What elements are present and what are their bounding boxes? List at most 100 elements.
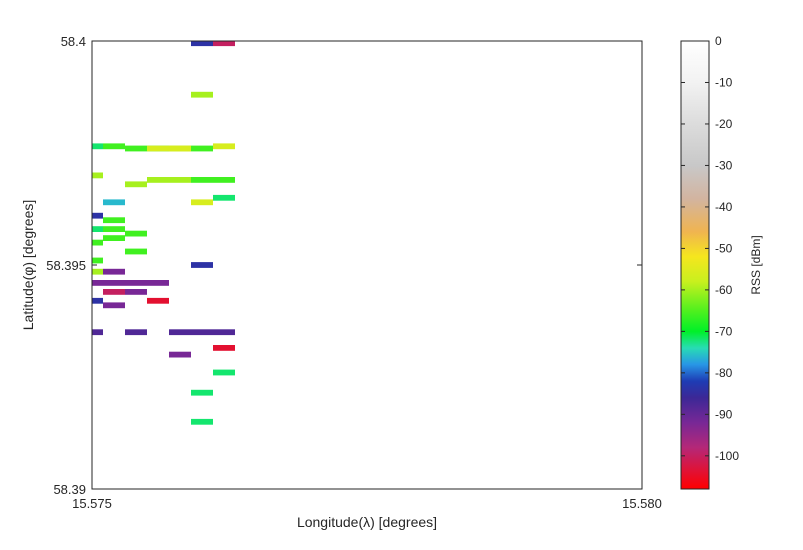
- colorbar-tick-label: -20: [715, 117, 733, 131]
- heatmap-cell: [213, 345, 235, 351]
- heatmap-cell: [92, 329, 103, 336]
- heatmap-cell: [147, 177, 169, 183]
- heatmap-cell: [103, 199, 125, 206]
- x-tick-label: 15.575: [72, 496, 112, 511]
- heatmap-cell: [169, 177, 191, 183]
- heatmap-cell: [213, 41, 235, 47]
- colorbar: 0 -10 -20 -30 -40 -50 -60 -70 -80 -90 -100 RSS [dB…: [680, 34, 763, 490]
- heatmap-cell: [191, 262, 213, 268]
- heatmap-cell: [191, 329, 213, 336]
- colorbar-tick-label: 0: [715, 34, 722, 48]
- colorbar-tick-label: -50: [715, 241, 733, 255]
- colorbar-tick-label: -80: [715, 366, 733, 380]
- heatmap-cell: [81, 513, 103, 519]
- heatmap-cell: [191, 199, 213, 206]
- heatmap-cell: [92, 172, 103, 179]
- heatmap-cell: [92, 297, 103, 304]
- heatmap-cell: [15, 181, 37, 187]
- heatmap-cell: [191, 91, 213, 98]
- heatmap-cell: [92, 212, 103, 219]
- heatmap-cell: [15, 477, 37, 483]
- heatmap-cell: [15, 146, 37, 152]
- heatmap-cell: [92, 257, 103, 264]
- y-axis: 58.39 58.395 58.4: [46, 34, 642, 497]
- x-axis-title: Longitude(λ) [degrees]: [297, 514, 437, 530]
- heatmap-cell: [103, 217, 125, 224]
- heatmap-cell: [0, 132, 15, 138]
- x-tick-label: 15.580: [622, 496, 662, 511]
- heatmap-cell: [213, 329, 235, 336]
- colorbar-tick-label: -70: [715, 324, 733, 338]
- heatmap-cell: [125, 145, 147, 152]
- heatmap-cell: [92, 280, 103, 286]
- heatmap-cell: [191, 41, 213, 47]
- heatmap-cell: [0, 146, 15, 152]
- heatmap-cell: [15, 143, 37, 149]
- heatmap-cell: [147, 145, 169, 152]
- heatmap-cell: [191, 177, 213, 183]
- heatmap-cell: [169, 145, 191, 152]
- heatmap-cell: [213, 143, 235, 150]
- heatmap-cell: [103, 302, 125, 309]
- colorbar-gradient: [680, 40, 710, 490]
- heatmap-cell: [37, 497, 59, 503]
- heatmap-cell: [103, 280, 125, 286]
- heatmap-cell: [213, 177, 235, 183]
- heatmap-cell: [147, 280, 169, 286]
- y-tick-label: 58.4: [61, 34, 86, 49]
- heatmap-cell: [191, 145, 213, 152]
- colorbar-tick-label: -10: [715, 75, 733, 89]
- heatmap-cell: [15, 487, 37, 493]
- heatmap-cell: [213, 194, 235, 201]
- heatmap-cell: [0, 143, 15, 149]
- heatmap-cell: [37, 143, 59, 149]
- colorbar-tick-label: -30: [715, 158, 733, 172]
- heatmap-cell: [0, 280, 15, 286]
- heatmap-cell: [125, 329, 147, 336]
- colorbar-ticks: 0 -10 -20 -30 -40 -50 -60 -70 -80 -90 -100: [681, 34, 739, 463]
- colorbar-tick-label: -100: [715, 449, 739, 463]
- plot-area: [92, 41, 642, 489]
- heatmap-cell: [15, 173, 37, 179]
- heatmap-cell: [169, 351, 191, 358]
- colorbar-tick-label: -40: [715, 200, 733, 214]
- heatmap-cell: [103, 268, 125, 275]
- heatmap-cell: [125, 248, 147, 255]
- heatmap-cell: [92, 226, 103, 232]
- heatmap-cell: [125, 280, 147, 286]
- y-axis-title: Latitude(φ) [degrees]: [20, 200, 36, 330]
- y-tick-label: 58.395: [46, 258, 86, 273]
- heatmap-cell: [37, 504, 59, 510]
- heatmap-cell: [103, 226, 125, 232]
- colorbar-tick-label: -90: [715, 407, 733, 421]
- y-tick-label: 58.39: [53, 482, 86, 497]
- heatmap-cell: [37, 186, 59, 192]
- heatmap-cell: [191, 418, 213, 425]
- heatmap-cell: [103, 289, 125, 295]
- heatmap-cell: [92, 143, 103, 150]
- colorbar-label: RSS [dBm]: [749, 235, 763, 294]
- heatmap-cell: [0, 269, 15, 275]
- heatmap-cell: [0, 466, 15, 472]
- heatmap-cell: [103, 235, 125, 241]
- heatmap-cell: [0, 258, 15, 264]
- heatmap-cell: [59, 208, 81, 214]
- heatmap-cell: [169, 329, 191, 336]
- heatmap-cell: [125, 230, 147, 237]
- heatmap-cell: [0, 329, 15, 335]
- heatmap-cell: [37, 329, 59, 335]
- heatmap-cell: [59, 143, 81, 149]
- heatmap-cell: [125, 289, 147, 295]
- heatmap-cell: [59, 173, 81, 179]
- heatmap-cell: [92, 239, 103, 246]
- heatmap-cell: [125, 181, 147, 188]
- heatmap-cell: [92, 268, 103, 275]
- heatmap-cell: [147, 297, 169, 304]
- heatmap-cell: [191, 389, 213, 396]
- colorbar-tick-label: -60: [715, 283, 733, 297]
- heatmap-cell: [0, 477, 15, 483]
- heatmap-cells: [0, 41, 235, 519]
- heatmap-cell: [213, 369, 235, 376]
